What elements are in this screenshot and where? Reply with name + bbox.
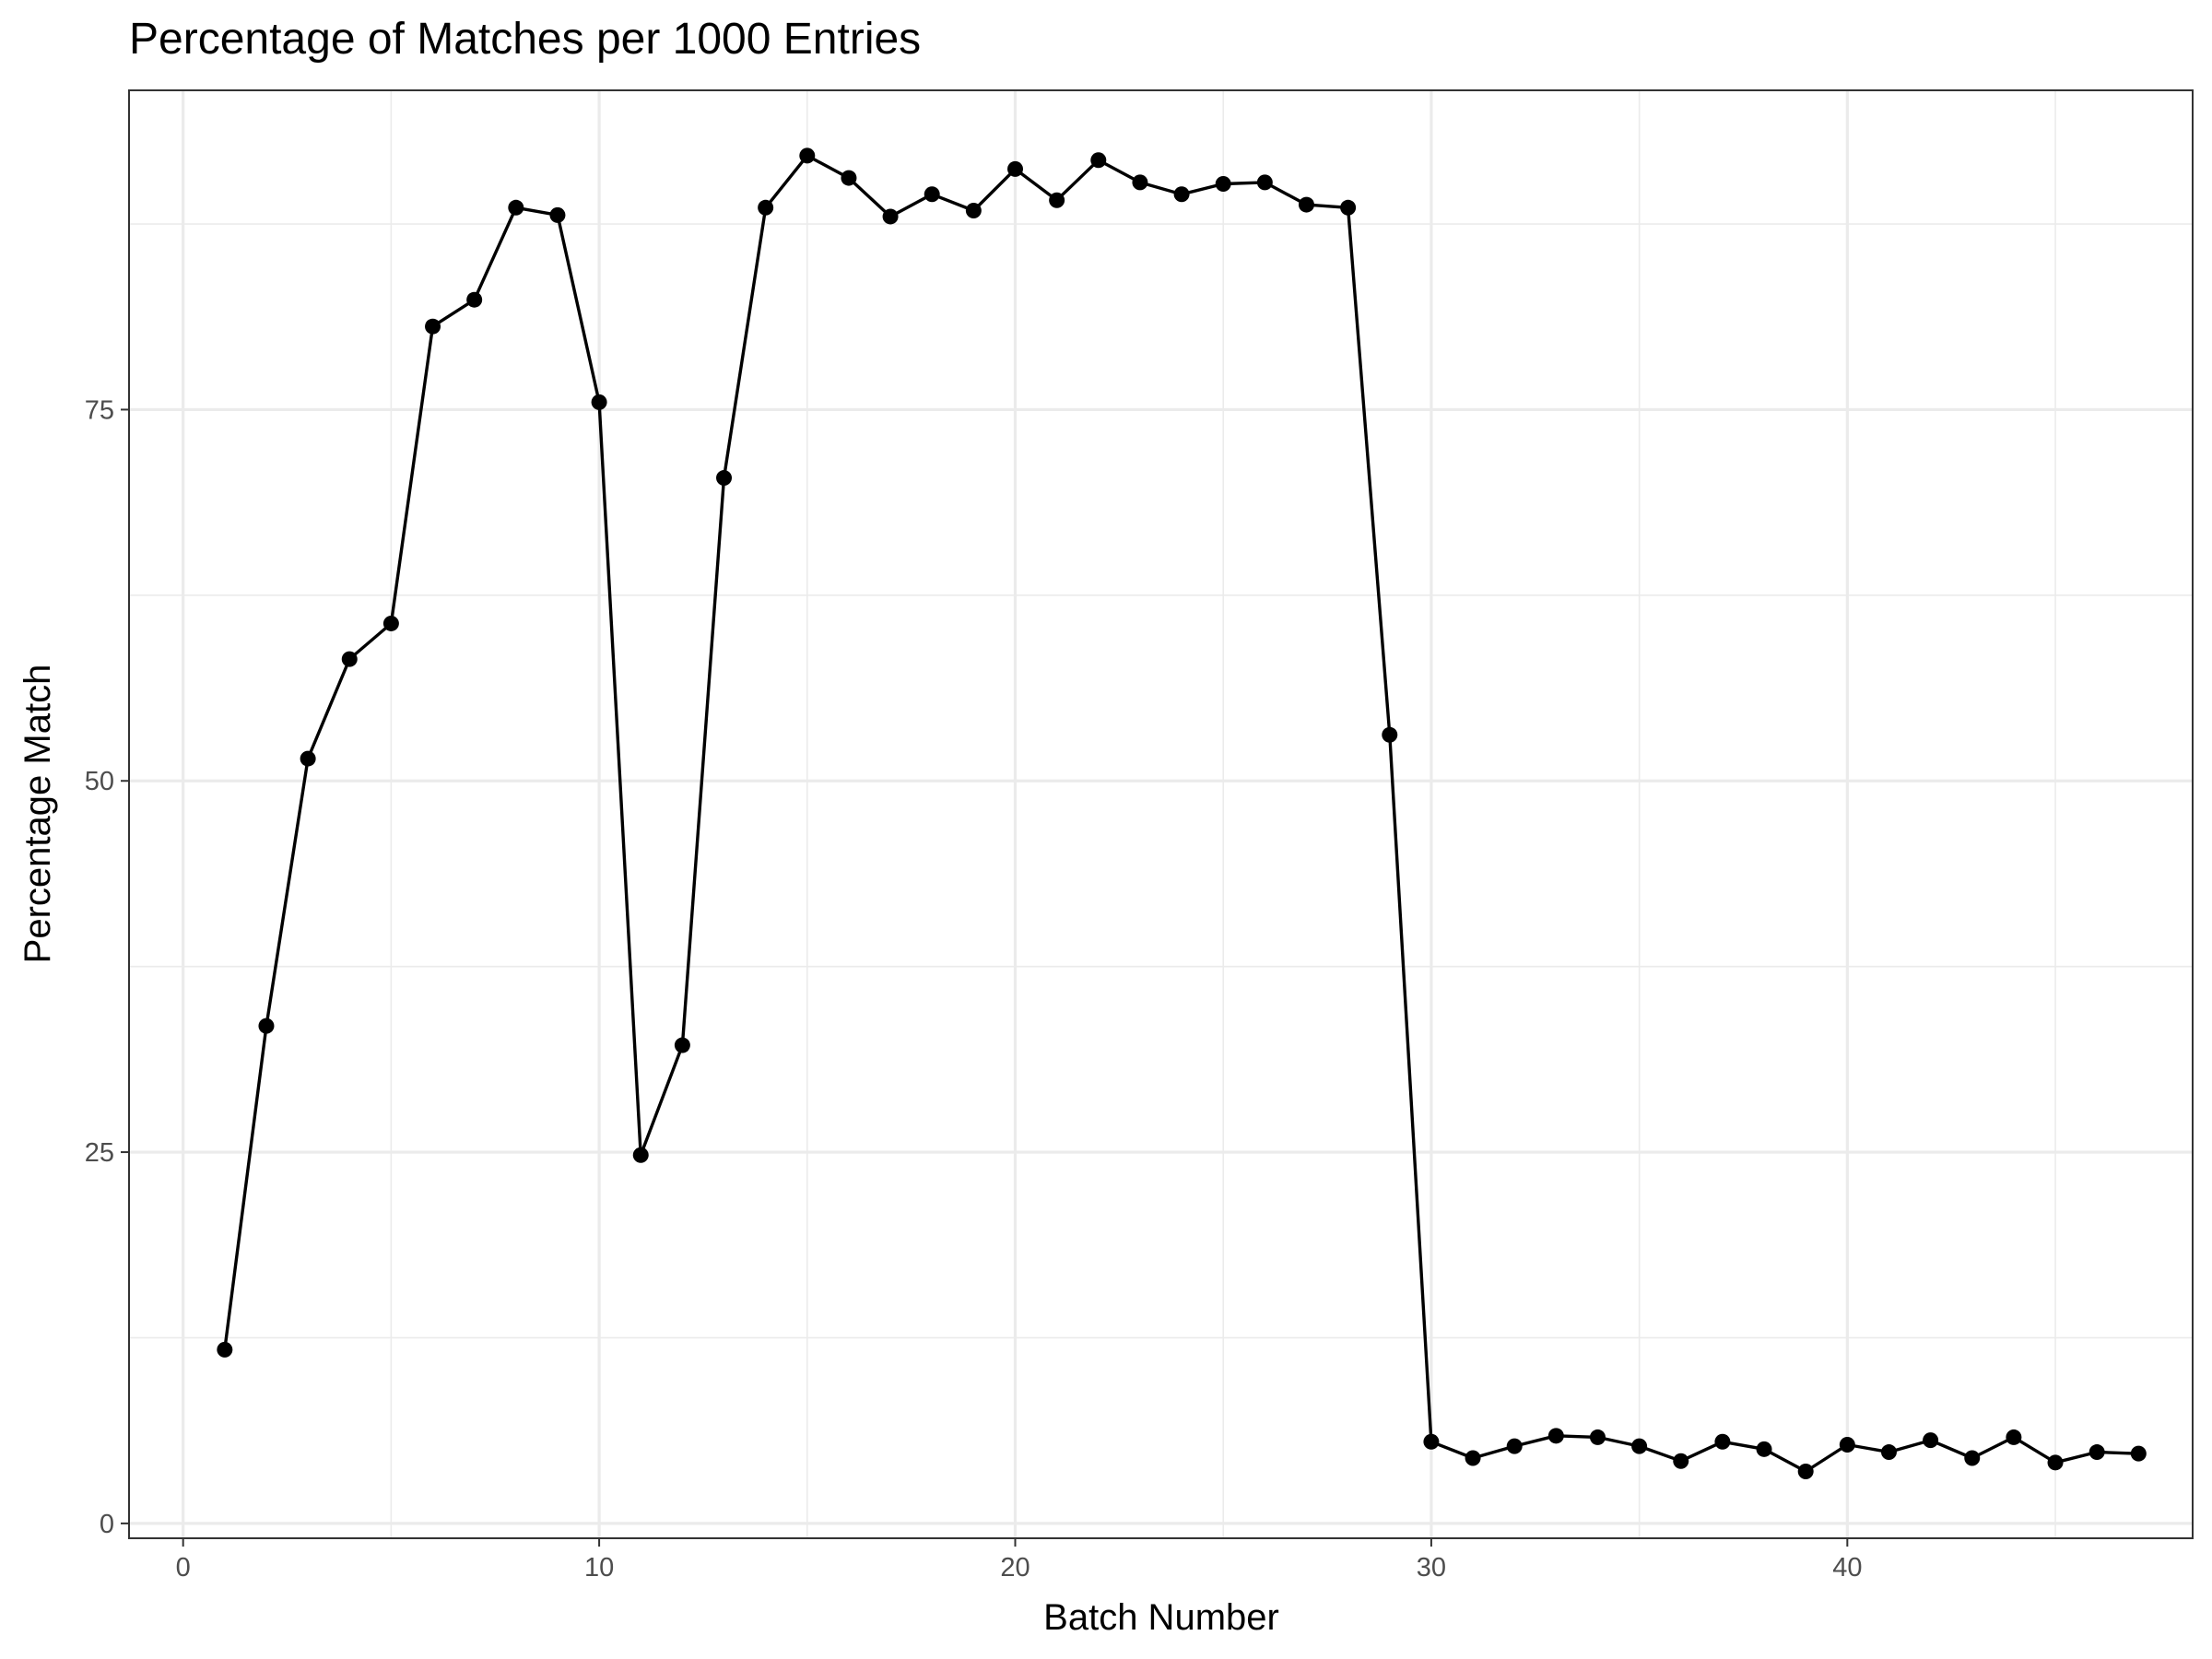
data-point: [2088, 1444, 2105, 1461]
data-point: [508, 199, 524, 216]
data-point: [341, 651, 358, 667]
data-point: [1382, 726, 1398, 743]
grid: [129, 90, 2193, 1538]
data-point: [1256, 174, 1273, 191]
data-point: [1132, 174, 1148, 191]
data-point: [549, 206, 566, 223]
plot-panel-border: [128, 89, 2194, 1539]
data-point: [466, 291, 483, 308]
data-point: [1090, 152, 1107, 169]
data-point: [1173, 186, 1190, 203]
data-point: [1340, 199, 1357, 216]
data-point: [1756, 1441, 1772, 1457]
data-point: [674, 1037, 690, 1053]
data-point: [1007, 160, 1024, 177]
data-point: [1215, 176, 1231, 193]
x-tick-label: 30: [1417, 1553, 1446, 1583]
x-tick-label: 0: [176, 1553, 191, 1583]
x-tick-label: 20: [1000, 1553, 1030, 1583]
data-point: [258, 1018, 275, 1034]
data-point: [1631, 1438, 1648, 1454]
data-point: [1423, 1433, 1440, 1450]
y-tick-label: 0: [100, 1510, 114, 1539]
data-point: [2047, 1454, 2064, 1471]
data-point: [716, 470, 733, 487]
data-point: [924, 186, 940, 203]
data-points: [217, 147, 2147, 1479]
data-point: [1714, 1433, 1731, 1450]
y-tick-label: 50: [85, 767, 114, 796]
data-point: [1589, 1429, 1606, 1445]
data-point: [382, 615, 399, 631]
data-point: [632, 1147, 649, 1163]
x-axis-title: Batch Number: [1043, 1597, 1279, 1638]
y-tick-label: 25: [85, 1138, 114, 1168]
x-tick-label: 40: [1832, 1553, 1862, 1583]
data-point: [1923, 1432, 1939, 1449]
data-point: [1547, 1428, 1564, 1444]
data-point: [217, 1341, 233, 1358]
data-point: [882, 208, 899, 225]
data-point: [2006, 1429, 2022, 1445]
data-point: [425, 318, 441, 335]
series-line: [223, 154, 2139, 1474]
data-point: [2130, 1445, 2147, 1462]
x-tick-label: 10: [584, 1553, 614, 1583]
data-point: [965, 203, 982, 219]
data-point: [758, 199, 774, 216]
data-point: [591, 394, 607, 410]
data-point: [1506, 1438, 1523, 1454]
data-point: [1465, 1450, 1481, 1466]
data-point: [1964, 1450, 1981, 1466]
data-point: [841, 170, 857, 186]
y-tick-label: 75: [85, 395, 114, 425]
data-point: [1298, 196, 1314, 213]
chart-title: Percentage of Matches per 1000 Entries: [129, 15, 921, 64]
axis-ticks: 0 10 20 30 40 0 25 50 75: [85, 395, 1863, 1583]
data-point: [1880, 1444, 1897, 1461]
y-axis-title: Percentage Match: [18, 665, 58, 964]
data-point: [1839, 1436, 1855, 1453]
data-point: [799, 147, 816, 164]
data-point: [1049, 192, 1065, 208]
data-point: [300, 750, 316, 767]
data-point: [1797, 1463, 1814, 1479]
data-point: [1673, 1453, 1689, 1469]
